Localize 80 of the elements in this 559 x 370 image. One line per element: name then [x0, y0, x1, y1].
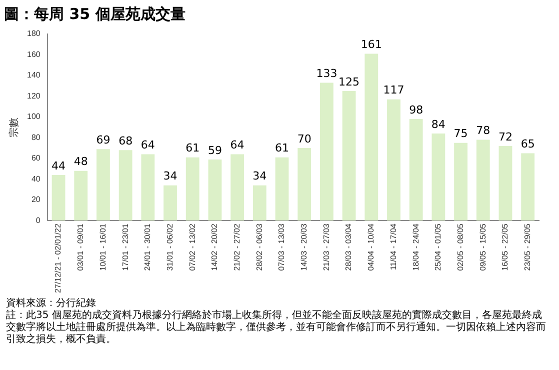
- bar: [342, 91, 356, 221]
- bar: [476, 140, 490, 221]
- bar: [409, 119, 423, 221]
- y-tick-label: 120: [26, 91, 41, 100]
- bar: [498, 146, 512, 221]
- x-tick-label: 18/04 - 24/04: [411, 223, 420, 271]
- data-label: 48: [74, 155, 88, 168]
- y-tick-label: 0: [36, 216, 41, 225]
- text: 註：此35 個屋苑的成交資料乃根據分行網絡於市場上收集所得，但並不能全面反映該屋苑的實際成交數目，各屋苑最終成交數字將以土地註冊處所提供為準。以上為臨時數字，僅供參考，並有可能會作修訂而不另行通知。一切因依賴上述內容而引致之損失，概不負責。: [6, 310, 547, 346]
- bar: [387, 99, 400, 221]
- bar: [298, 148, 312, 221]
- data-label: 34: [163, 170, 178, 183]
- y-tick-label: 100: [26, 112, 41, 122]
- chart-title: 圖：每周 35 個屋苑成交量: [4, 4, 186, 23]
- bar: [74, 170, 88, 221]
- y-tick-label: 180: [26, 29, 41, 38]
- data-label: 78: [476, 124, 490, 138]
- y-tick-label: 20: [31, 195, 41, 204]
- y-tick-label: 160: [26, 50, 41, 59]
- bar: [230, 154, 244, 221]
- x-tick-label: 04/04 - 10/04: [366, 223, 376, 271]
- x-tick-label: 07/03 - 13/03: [277, 223, 286, 271]
- bar: [432, 134, 446, 221]
- data-label: 34: [252, 170, 267, 183]
- x-tick-label: 23/05 - 29/05: [523, 223, 532, 271]
- bar: [521, 153, 535, 221]
- data-label: 69: [96, 133, 110, 146]
- bar: [252, 185, 266, 221]
- x-tick-label: 03/01 - 09/01: [76, 223, 86, 271]
- bar: [164, 185, 177, 221]
- bar: [275, 157, 289, 221]
- x-tick-label: 28/03 - 03/04: [344, 223, 354, 271]
- bar: [141, 154, 155, 221]
- data-label: 64: [230, 138, 244, 152]
- x-tick-label: 09/05 - 15/05: [478, 223, 488, 271]
- y-axis-title: 宗數: [8, 117, 20, 138]
- x-tick-label: 21/03 - 27/03: [322, 223, 331, 271]
- x-tick-label: 11/04 - 17/04: [388, 223, 398, 270]
- x-tick-label: 10/01 - 16/01: [98, 223, 108, 271]
- data-label: 59: [208, 144, 222, 157]
- data-label: 61: [186, 142, 200, 155]
- bar: [186, 157, 200, 221]
- x-tick-label: 21/02 - 27/02: [232, 223, 242, 271]
- x-tick-label: 14/03 - 20/03: [300, 223, 309, 271]
- x-tick-label: 14/02 - 20/02: [210, 223, 220, 271]
- data-label: 98: [409, 103, 424, 116]
- bar: [118, 150, 132, 221]
- data-label: 161: [360, 38, 382, 52]
- y-tick-label: 40: [31, 174, 41, 184]
- bar: [364, 54, 378, 221]
- data-label: 133: [316, 67, 338, 80]
- x-tick-label: 24/01 - 30/01: [143, 223, 152, 271]
- data-label: 117: [383, 84, 404, 97]
- x-tick-label: 17/01 - 23/01: [120, 223, 130, 271]
- data-label: 70: [297, 132, 312, 146]
- data-label: 75: [454, 127, 468, 140]
- x-tick-label: 28/02 - 06/03: [254, 223, 264, 271]
- bar: [208, 159, 222, 221]
- data-label: 68: [118, 134, 133, 148]
- data-label: 65: [520, 138, 535, 151]
- source-note: 資料來源：分行紀錄: [6, 298, 97, 310]
- bar: [454, 142, 468, 221]
- data-label: 61: [275, 142, 289, 155]
- bar: [52, 174, 66, 221]
- x-tick-label: 16/05 - 22/05: [500, 223, 510, 271]
- x-tick-label: 31/01 - 06/02: [165, 223, 174, 271]
- data-label: 125: [338, 75, 360, 88]
- data-label: 72: [498, 130, 512, 144]
- y-tick-label: 60: [31, 154, 41, 163]
- x-tick-label: 25/04 - 01/05: [434, 223, 443, 271]
- data-label: 84: [431, 118, 446, 131]
- x-tick-label: 02/05 - 08/05: [456, 223, 465, 271]
- y-tick-label: 140: [26, 70, 41, 80]
- data-label: 44: [52, 159, 66, 172]
- data-label: 64: [140, 138, 155, 152]
- bar: [320, 82, 334, 221]
- bar: [96, 149, 110, 221]
- x-tick-label: 27/12/21 - 02/01/22: [54, 223, 63, 293]
- x-tick-label: 07/02 - 13/02: [188, 223, 197, 271]
- y-tick-label: 80: [31, 132, 41, 142]
